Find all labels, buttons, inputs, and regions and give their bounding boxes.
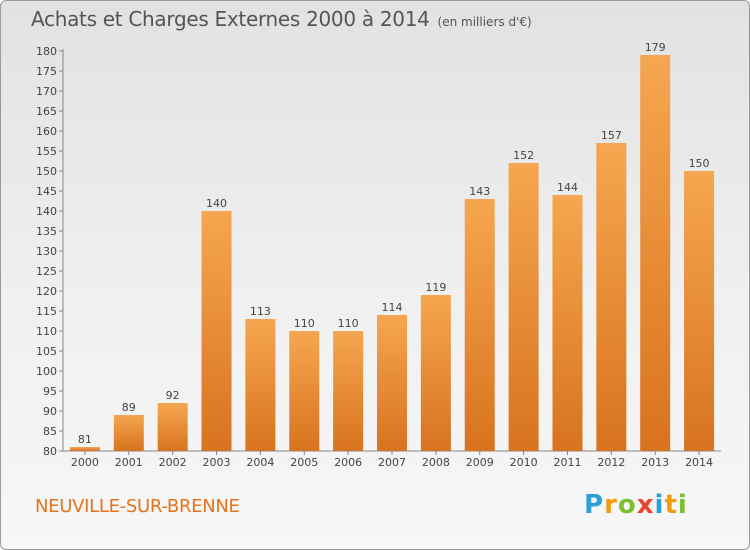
- y-tick-label: 100: [36, 365, 57, 378]
- brand-letter: i: [677, 490, 688, 520]
- y-tick-label: 85: [43, 425, 57, 438]
- bar: [420, 295, 451, 451]
- bar-value-label: 113: [250, 305, 271, 318]
- bar-value-label: 89: [122, 401, 136, 414]
- y-tick-label: 160: [36, 125, 57, 138]
- y-tick-label: 95: [43, 385, 57, 398]
- y-tick-label: 165: [36, 105, 57, 118]
- y-tick-label: 115: [36, 305, 57, 318]
- x-tick-label: 2006: [334, 456, 362, 469]
- y-tick-label: 175: [36, 65, 57, 78]
- x-tick-label: 2001: [115, 456, 143, 469]
- bar: [289, 331, 320, 451]
- bar-value-label: 92: [166, 389, 180, 402]
- x-tick-label: 2004: [246, 456, 274, 469]
- bar-value-label: 152: [513, 149, 534, 162]
- chart-unit: (en milliers d'€): [437, 15, 532, 29]
- bar: [508, 163, 539, 451]
- x-tick-label: 2011: [553, 456, 581, 469]
- brand-letter: r: [604, 490, 618, 520]
- y-tick-label: 180: [36, 45, 57, 58]
- y-tick-label: 80: [43, 445, 57, 458]
- bar: [464, 199, 495, 451]
- bar: [69, 447, 100, 451]
- y-tick-label: 110: [36, 325, 57, 338]
- bar: [201, 211, 232, 451]
- x-tick-label: 2014: [685, 456, 713, 469]
- x-tick-label: 2007: [378, 456, 406, 469]
- bar: [552, 195, 583, 451]
- bar-value-label: 143: [469, 185, 490, 198]
- bar-value-label: 110: [294, 317, 315, 330]
- bar: [684, 171, 715, 451]
- title-row: Achats et Charges Externes 2000 à 2014 (e…: [31, 7, 532, 31]
- brand-letter: i: [654, 490, 665, 520]
- y-tick-label: 145: [36, 185, 57, 198]
- y-tick-label: 140: [36, 205, 57, 218]
- y-tick-label: 170: [36, 85, 57, 98]
- bar: [377, 315, 407, 451]
- bar-value-label: 119: [425, 281, 446, 294]
- x-tick-label: 2008: [422, 456, 450, 469]
- y-tick-label: 120: [36, 285, 57, 298]
- y-tick-label: 105: [36, 345, 57, 358]
- bar: [113, 415, 144, 451]
- chart-title: Achats et Charges Externes 2000 à 2014: [31, 7, 430, 31]
- x-tick-label: 2003: [203, 456, 231, 469]
- bar-value-label: 150: [689, 157, 710, 170]
- brand-letter: o: [617, 490, 637, 520]
- x-tick-label: 2000: [71, 456, 99, 469]
- x-tick-label: 2005: [290, 456, 318, 469]
- bar-value-label: 140: [206, 197, 227, 210]
- bar: [157, 403, 188, 451]
- y-tick-label: 90: [43, 405, 57, 418]
- bar: [333, 331, 364, 451]
- y-tick-label: 155: [36, 145, 57, 158]
- y-tick-label: 125: [36, 265, 57, 278]
- brand-letter: t: [664, 490, 678, 520]
- bar-value-label: 144: [557, 181, 578, 194]
- y-tick-label: 150: [36, 165, 57, 178]
- bar-value-label: 157: [601, 129, 622, 142]
- x-tick-label: 2010: [510, 456, 538, 469]
- bar-value-label: 179: [645, 41, 666, 54]
- bar-value-label: 81: [78, 433, 92, 446]
- proxiti-logo: Proxiti: [584, 490, 688, 520]
- y-tick-label: 130: [36, 245, 57, 258]
- bar-value-label: 110: [338, 317, 359, 330]
- brand-letter: P: [584, 490, 605, 520]
- brand-letter: x: [636, 490, 655, 520]
- bar: [245, 319, 276, 451]
- x-tick-label: 2009: [466, 456, 494, 469]
- bar: [596, 143, 627, 451]
- city-name: NEUVILLE-SUR-BRENNE: [35, 496, 240, 517]
- bar-value-label: 114: [382, 301, 403, 314]
- bar: [640, 55, 671, 451]
- x-tick-label: 2013: [641, 456, 669, 469]
- y-tick-label: 135: [36, 225, 57, 238]
- x-tick-label: 2012: [597, 456, 625, 469]
- x-tick-label: 2002: [159, 456, 187, 469]
